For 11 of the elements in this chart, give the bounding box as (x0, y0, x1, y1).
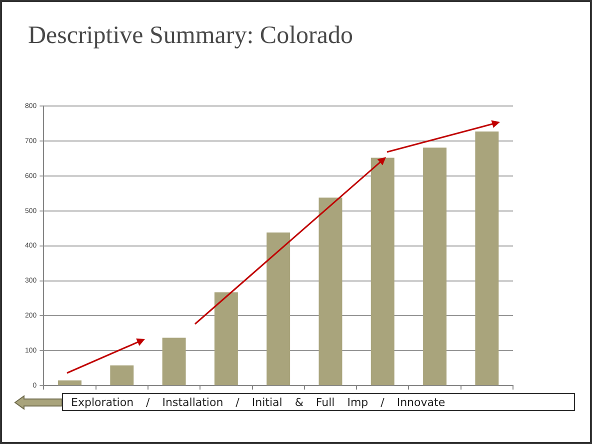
text: Exploration / Installation / Initial & Full Imp / Innovate (62, 393, 575, 411)
bar (318, 198, 342, 386)
bar (58, 380, 82, 386)
bar (110, 365, 134, 386)
bar (370, 158, 394, 386)
chart-title: Descriptive Summary: Colorado (28, 22, 353, 50)
bar (266, 232, 290, 386)
bar (475, 132, 499, 386)
bar (162, 338, 186, 386)
bar (423, 148, 447, 386)
bar (214, 292, 238, 386)
